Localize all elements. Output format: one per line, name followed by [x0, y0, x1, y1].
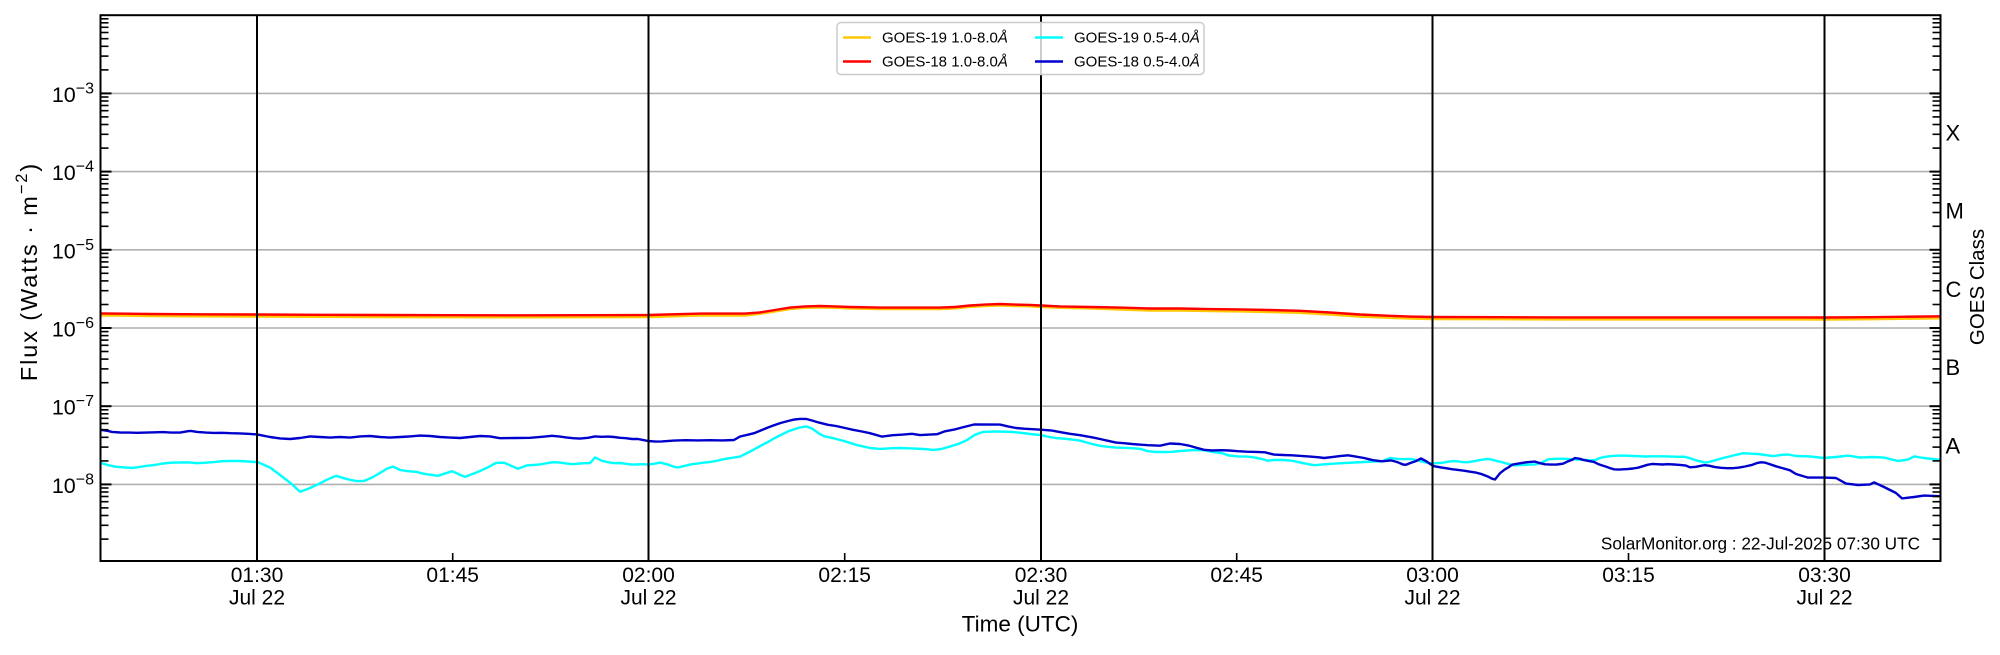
svg-text:Jul 22: Jul 22 [1796, 587, 1852, 610]
svg-text:02:00: 02:00 [622, 564, 675, 587]
svg-text:01:30: 01:30 [231, 564, 284, 587]
svg-text:03:15: 03:15 [1602, 564, 1655, 587]
svg-text:10−5: 10−5 [52, 237, 94, 264]
svg-text:Jul 22: Jul 22 [229, 587, 285, 610]
svg-text:C: C [1946, 277, 1962, 302]
svg-text:GOES-18 0.5-4.0Å: GOES-18 0.5-4.0Å [1074, 54, 1200, 71]
svg-text:01:45: 01:45 [426, 564, 479, 587]
svg-text:B: B [1946, 355, 1961, 380]
svg-text:Jul 22: Jul 22 [1013, 587, 1069, 610]
svg-text:10−7: 10−7 [52, 393, 94, 420]
svg-text:Flux (Watts · m−2): Flux (Watts · m−2) [13, 162, 42, 381]
svg-text:A: A [1946, 433, 1961, 458]
svg-text:GOES-19 0.5-4.0Å: GOES-19 0.5-4.0Å [1074, 30, 1200, 47]
svg-text:Jul 22: Jul 22 [620, 587, 676, 610]
svg-text:GOES Class: GOES Class [1966, 229, 1989, 345]
svg-text:03:30: 03:30 [1798, 564, 1851, 587]
svg-text:GOES-18 1.0-8.0Å: GOES-18 1.0-8.0Å [882, 54, 1008, 71]
svg-text:X: X [1946, 121, 1961, 146]
svg-text:02:45: 02:45 [1210, 564, 1263, 587]
svg-text:M: M [1946, 199, 1964, 224]
svg-text:Time (UTC): Time (UTC) [962, 612, 1079, 637]
svg-text:02:15: 02:15 [818, 564, 871, 587]
svg-text:GOES-19 1.0-8.0Å: GOES-19 1.0-8.0Å [882, 30, 1008, 47]
svg-text:03:00: 03:00 [1406, 564, 1459, 587]
svg-text:02:30: 02:30 [1015, 564, 1068, 587]
svg-text:SolarMonitor.org : 22-Jul-2025: SolarMonitor.org : 22-Jul-2025 07:30 UTC [1601, 534, 1920, 554]
svg-text:Jul 22: Jul 22 [1404, 587, 1460, 610]
